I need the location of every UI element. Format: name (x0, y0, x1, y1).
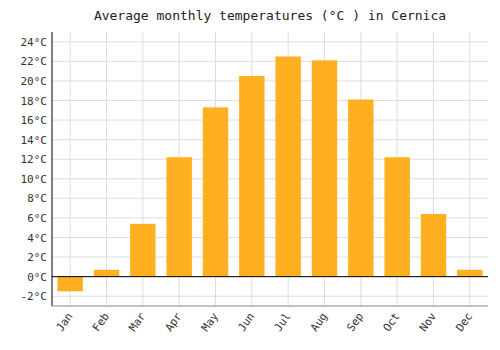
bar (166, 157, 191, 276)
bar (312, 60, 337, 276)
y-tick-label: 16°C (21, 114, 48, 127)
bar (239, 76, 264, 277)
bar (57, 277, 82, 292)
y-grid-line (52, 276, 488, 277)
y-grid-line (52, 100, 488, 101)
bar (275, 56, 300, 276)
x-tick-label: Oct (381, 310, 403, 334)
y-grid-line (52, 61, 488, 62)
bars (57, 56, 482, 291)
y-tick-label: 8°C (27, 192, 47, 205)
y-axis-line (52, 32, 53, 306)
y-tick-label: -2°C (21, 290, 48, 303)
x-tick-label: Dec (453, 310, 475, 334)
bar (203, 107, 228, 276)
x-tick-label: Jan (54, 310, 76, 334)
y-tick-label: 18°C (21, 95, 48, 108)
y-tick-label: 20°C (21, 75, 48, 88)
bar (457, 270, 482, 277)
bar (94, 270, 119, 277)
grid (52, 32, 488, 306)
y-grid-line (52, 178, 488, 179)
x-grid-line (106, 32, 107, 306)
x-tick-label: Sep (344, 310, 366, 334)
bar (348, 100, 373, 277)
x-tick-label: Jul (272, 310, 294, 334)
y-tick-label: 10°C (21, 173, 48, 186)
bar (130, 224, 155, 277)
zero-line (52, 276, 488, 277)
y-grid-line (52, 80, 488, 81)
y-tick-label: 14°C (21, 134, 48, 147)
axes: -2°C 0°C 2°C 4°C 6°C 8°C 10°C 12°C 14°C 16°C 18°C 2… (21, 36, 476, 334)
x-tick-label: Apr (163, 310, 185, 334)
y-grid-line (52, 139, 488, 140)
y-tick-label: 6°C (27, 212, 47, 225)
chart-container: Average monthly temperatures (°C ) in Ce… (0, 0, 500, 350)
y-tick-label: 22°C (21, 55, 48, 68)
y-grid-line (52, 159, 488, 160)
chart: Average monthly temperatures (°C ) in Ce… (0, 0, 500, 350)
y-tick-label: 24°C (21, 36, 48, 49)
x-tick-label: Jun (235, 310, 257, 334)
x-tick-label: May (199, 310, 221, 334)
y-grid-line (52, 296, 488, 297)
x-grid-line (70, 32, 71, 306)
y-grid-line (52, 41, 488, 42)
x-tick-label: Nov (417, 310, 439, 334)
y-tick-label: 2°C (27, 251, 47, 264)
x-tick-label: Mar (126, 310, 148, 334)
bar (384, 157, 409, 276)
y-grid-line (52, 198, 488, 199)
title: Average monthly temperatures (°C ) in Ce… (94, 8, 446, 23)
x-tick-label: Feb (90, 310, 112, 334)
x-axis-line (52, 306, 488, 307)
y-tick-label: 4°C (27, 232, 47, 245)
bar (421, 214, 446, 277)
x-tick-label: Aug (308, 310, 330, 334)
y-grid-line (52, 120, 488, 121)
y-tick-label: 0°C (27, 271, 47, 284)
y-tick-label: 12°C (21, 153, 48, 166)
x-grid-line (469, 32, 470, 306)
